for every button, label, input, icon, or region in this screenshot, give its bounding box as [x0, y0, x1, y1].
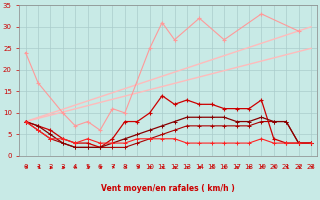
X-axis label: Vent moyen/en rafales ( km/h ): Vent moyen/en rafales ( km/h ) [101, 184, 235, 193]
